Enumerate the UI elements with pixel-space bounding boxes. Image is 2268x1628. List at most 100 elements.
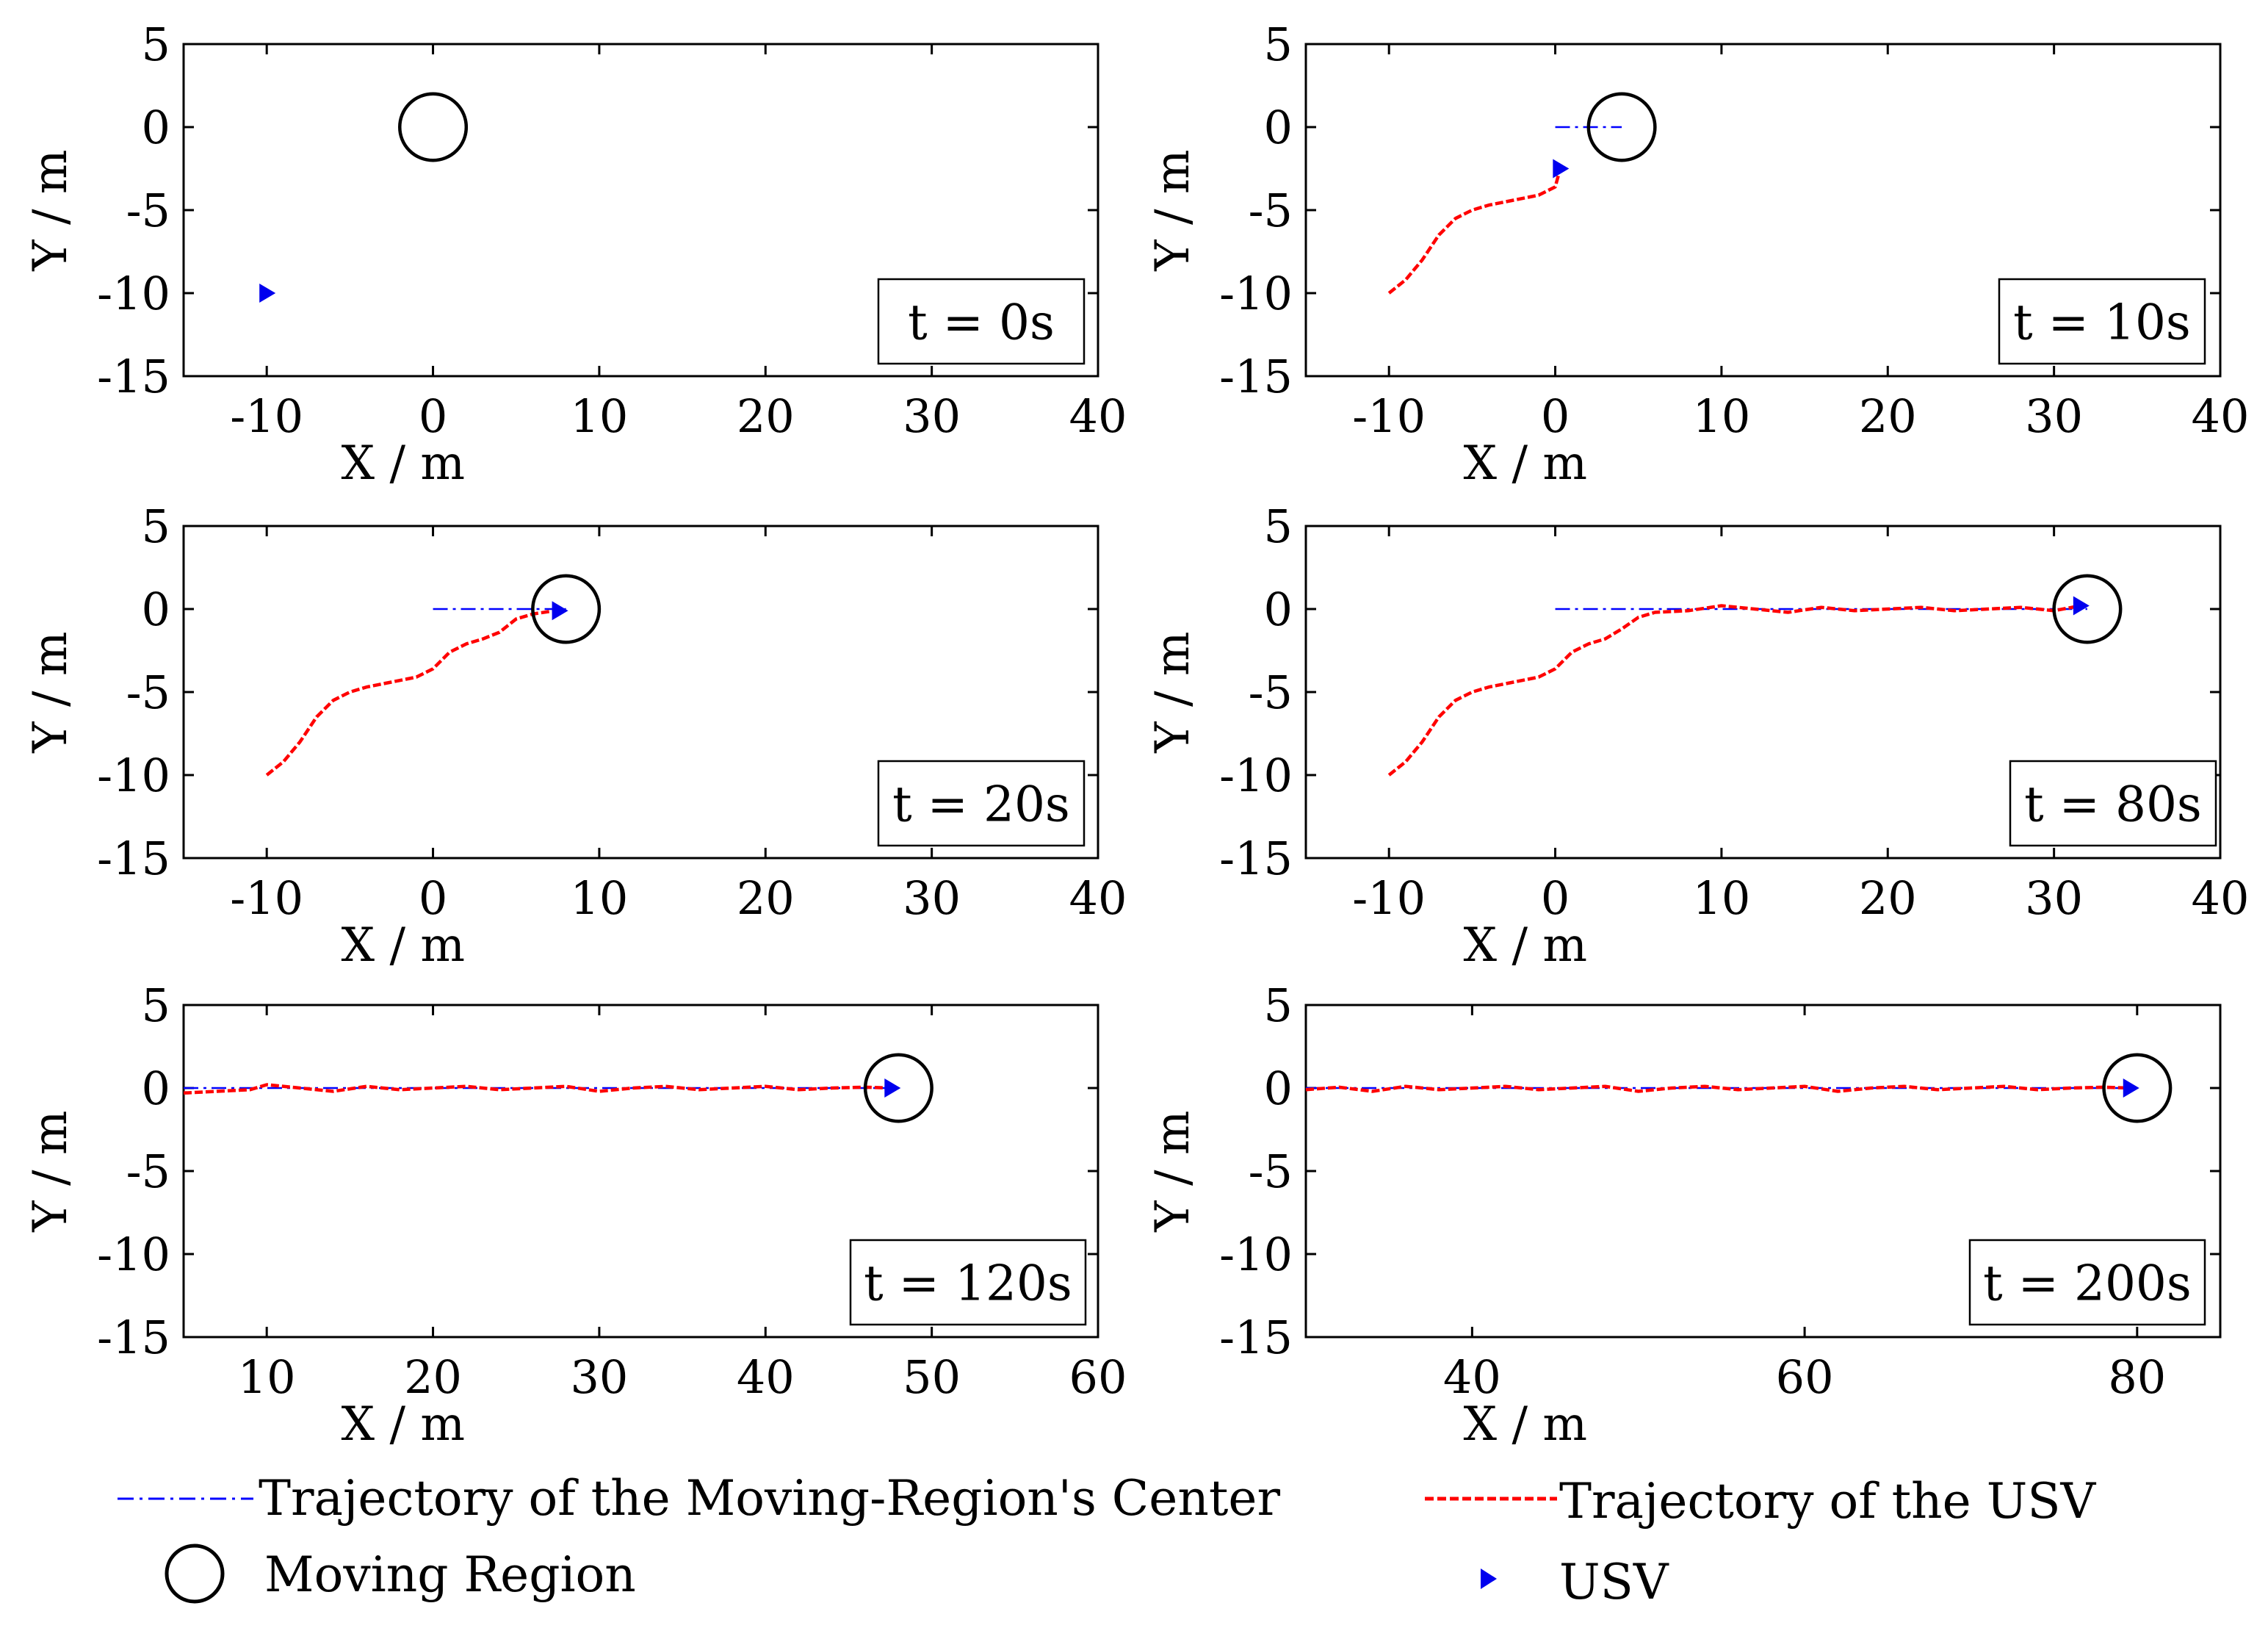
x-tick-label: 10 (570, 389, 628, 443)
x-tick-label: -10 (230, 389, 303, 443)
x-tick-label: 40 (2192, 871, 2250, 925)
y-tick-label: 5 (142, 18, 170, 71)
x-tick-label: 0 (419, 389, 447, 443)
x-tick-label: 10 (1692, 871, 1750, 925)
y-axis-label: Y / m (24, 149, 78, 271)
y-tick-label: 0 (1264, 101, 1293, 154)
x-axis-label: X / m (342, 918, 466, 973)
x-tick-label: 10 (570, 871, 628, 925)
usv-marker (259, 284, 276, 303)
y-tick-label: 0 (1264, 1062, 1293, 1115)
x-tick-label: 30 (2025, 871, 2083, 925)
y-tick-label: 5 (142, 500, 170, 553)
x-tick-label: 30 (570, 1350, 628, 1404)
x-axis-label: X / m (1464, 1397, 1588, 1452)
usv-trajectory-line (1305, 1084, 2131, 1093)
time-label-box (877, 278, 1086, 365)
time-label: t = 120s (864, 1256, 1072, 1312)
y-tick-label: -5 (1249, 184, 1293, 237)
y-axis-label: Y / m (1146, 149, 1200, 271)
usv-marker (2073, 596, 2090, 616)
usv-trajectory-line (1387, 168, 1562, 295)
x-tick-label: 10 (238, 1350, 296, 1404)
time-label-box (2009, 760, 2217, 847)
y-tick-label: -5 (1249, 666, 1293, 719)
x-tick-label: 20 (1859, 871, 1917, 925)
y-tick-label: 5 (142, 979, 170, 1032)
x-tick-label: 20 (737, 871, 795, 925)
y-tick-label: -15 (97, 350, 170, 403)
legend-usv-trajectory-label: Trajectory of the USV (1559, 1473, 2097, 1530)
time-label: t = 0s (908, 295, 1055, 351)
y-tick-label: -15 (97, 832, 170, 885)
usv-marker (2123, 1078, 2139, 1098)
x-tick-label: 20 (404, 1350, 462, 1404)
x-tick-label: 0 (419, 871, 447, 925)
x-tick-label: 30 (2025, 389, 2083, 443)
y-tick-label: 5 (1264, 979, 1293, 1032)
time-label-box (849, 1239, 1087, 1326)
y-tick-label: 0 (142, 583, 170, 636)
y-tick-label: -10 (97, 749, 170, 802)
usv-trajectory-line (1387, 604, 2081, 777)
y-axis-label: Y / m (1146, 631, 1200, 753)
x-tick-label: 0 (1541, 871, 1570, 925)
time-label: t = 10s (2013, 295, 2191, 351)
y-tick-label: -15 (1219, 832, 1293, 885)
y-tick-label: -5 (1249, 1145, 1293, 1198)
x-tick-label: -10 (1352, 389, 1426, 443)
y-tick-label: -5 (126, 184, 170, 237)
time-label-box (1998, 278, 2206, 365)
y-axis-label: Y / m (1146, 1110, 1200, 1232)
x-tick-label: 0 (1541, 389, 1570, 443)
y-tick-label: 0 (142, 101, 170, 154)
legend-region-label: Moving Region (264, 1546, 636, 1603)
x-tick-label: 10 (1692, 389, 1750, 443)
y-tick-label: 0 (142, 1062, 170, 1115)
x-tick-label: 50 (903, 1350, 961, 1404)
legend-center-trajectory-label: Trajectory of the Moving-Region's Center (259, 1470, 1280, 1527)
usv-marker (1553, 159, 1570, 179)
panel-t200: 40 60 80 5 0 -5 -10 -15 X / m Y / m t = 200s (1146, 979, 2222, 1452)
x-axis-label: X / m (342, 1397, 466, 1452)
x-tick-label: 40 (1443, 1350, 1501, 1404)
y-tick-label: -10 (1219, 267, 1293, 320)
usv-trajectory-line (265, 609, 560, 777)
y-tick-label: -15 (1219, 350, 1293, 403)
time-label: t = 80s (2024, 777, 2202, 833)
y-tick-label: -10 (1219, 749, 1293, 802)
y-tick-label: -15 (1219, 1311, 1293, 1364)
legend: Trajectory of the Moving-Region's Center… (118, 1470, 2097, 1610)
x-axis-label: X / m (1464, 436, 1588, 491)
moving-region-circle (2052, 574, 2123, 644)
moving-region-circle (398, 92, 469, 162)
moving-region-circle (2102, 1053, 2173, 1123)
y-tick-label: 5 (1264, 18, 1293, 71)
x-tick-label: 80 (2108, 1350, 2166, 1404)
x-tick-label: -10 (1352, 871, 1426, 925)
time-label: t = 20s (892, 777, 1070, 833)
y-tick-label: -10 (1219, 1228, 1293, 1281)
x-tick-label: 60 (1776, 1350, 1834, 1404)
y-axis-label: Y / m (24, 1110, 78, 1232)
x-tick-label: 40 (737, 1350, 795, 1404)
legend-usv-label: USV (1559, 1554, 1669, 1610)
x-tick-label: 20 (737, 389, 795, 443)
y-tick-label: 5 (1264, 500, 1293, 553)
x-tick-label: 30 (903, 389, 961, 443)
y-tick-label: 0 (1264, 583, 1293, 636)
y-tick-label: -10 (97, 267, 170, 320)
y-tick-label: -5 (126, 1145, 170, 1198)
usv-marker (552, 601, 568, 621)
y-tick-label: -5 (126, 666, 170, 719)
x-tick-label: 20 (1859, 389, 1917, 443)
x-tick-label: -10 (230, 871, 303, 925)
x-tick-label: 40 (2192, 389, 2250, 443)
moving-region-circle (531, 574, 602, 644)
time-label-box (1968, 1239, 2206, 1326)
